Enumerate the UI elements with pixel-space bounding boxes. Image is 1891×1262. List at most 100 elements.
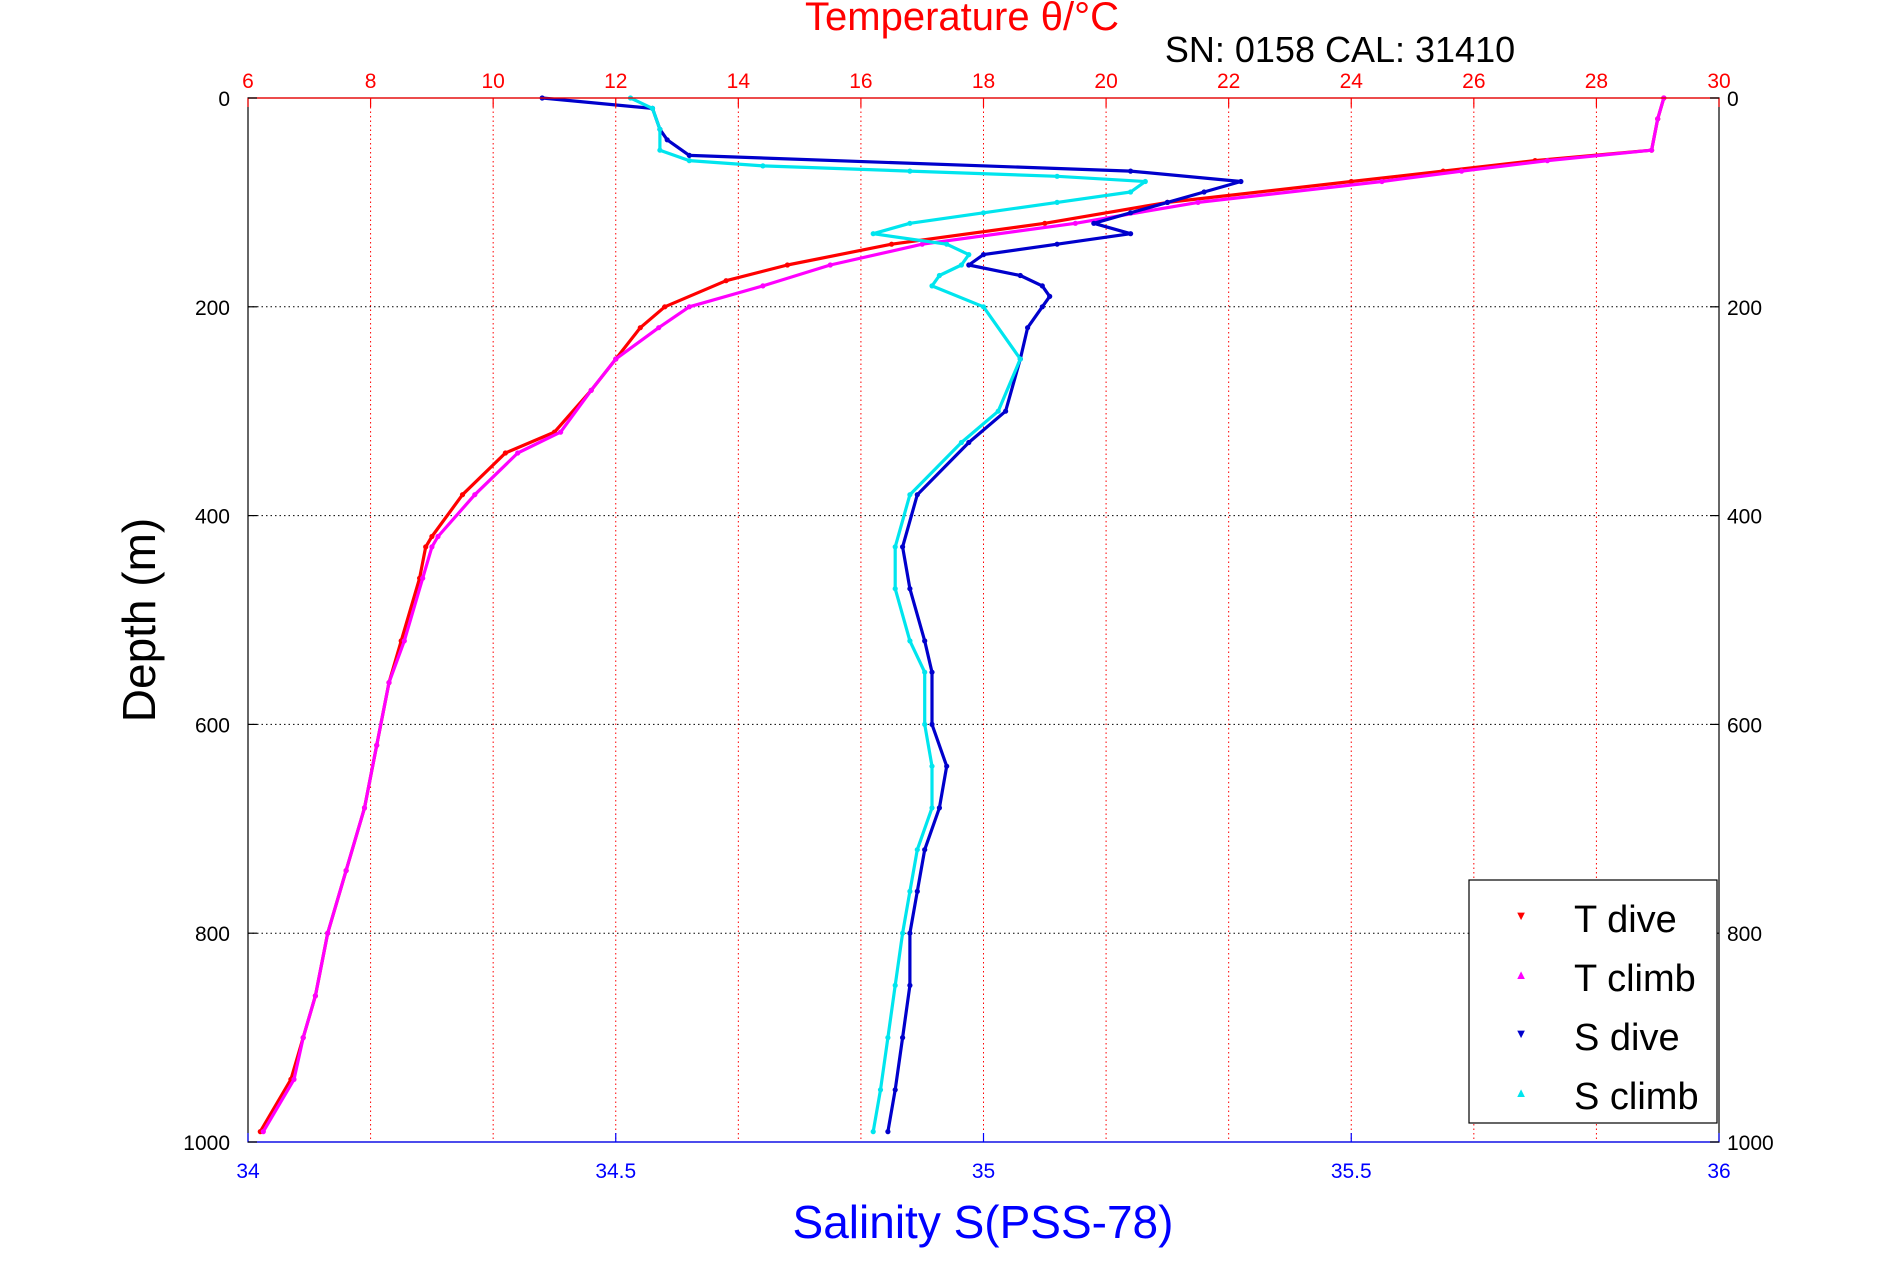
data-point-t-dive [1348, 178, 1354, 185]
data-point-s-climb [929, 763, 935, 769]
data-point-s-dive [892, 1087, 898, 1093]
legend-marker-s-dive: ▼ [1515, 1026, 1528, 1041]
data-point-s-climb [1054, 199, 1060, 205]
data-point-t-climb [1544, 158, 1550, 164]
data-point-s-dive [1128, 210, 1134, 216]
depth-tick-label-right: 1000 [1727, 1132, 1774, 1155]
data-point-s-climb [966, 252, 972, 258]
data-point-s-climb [958, 262, 965, 268]
data-point-t-dive [1042, 220, 1048, 226]
data-point-s-climb [944, 241, 950, 247]
data-point-t-dive [723, 278, 729, 284]
data-point-s-climb [885, 1035, 891, 1041]
temperature-tick-label: 22 [1217, 70, 1240, 93]
data-point-s-dive [966, 262, 972, 268]
data-point-s-climb [922, 721, 928, 728]
data-point-s-dive [907, 930, 913, 936]
temperature-tick-label: 20 [1094, 70, 1117, 93]
data-point-s-dive [686, 152, 692, 158]
data-point-s-dive [980, 252, 987, 258]
data-point-s-dive [1054, 241, 1060, 247]
data-point-s-dive [966, 439, 972, 446]
temperature-tick-label: 26 [1462, 70, 1485, 93]
data-point-t-dive [662, 304, 668, 310]
data-point-s-climb [907, 220, 913, 226]
data-point-s-dive [885, 1129, 891, 1135]
legend-label-t-climb: T climb [1574, 958, 1696, 1000]
data-point-t-dive [459, 492, 466, 498]
data-point-s-climb [1128, 189, 1134, 195]
data-point-t-climb [361, 805, 368, 811]
y-axis-title: Depth (m) [113, 518, 165, 722]
data-point-t-climb [435, 533, 441, 540]
data-point-t-climb [1655, 116, 1661, 122]
data-point-t-dive [423, 544, 429, 550]
legend-box [1468, 879, 1718, 1124]
legend-marker-t-climb: ▲ [1515, 967, 1528, 982]
data-point-s-climb [1142, 178, 1148, 185]
data-point-s-climb [870, 1129, 876, 1135]
data-point-s-dive [944, 763, 950, 769]
data-point-s-climb [657, 126, 663, 132]
data-point-s-climb [686, 158, 692, 164]
data-point-t-climb [1379, 178, 1385, 185]
data-point-s-climb [1017, 356, 1023, 362]
series-t-climb [260, 95, 1667, 1135]
data-point-t-climb [1649, 147, 1655, 153]
legend: ▼ T dive ▲ T climb ▼ S dive ▲ S climb [1468, 879, 1718, 1124]
series-s-climb [627, 95, 1148, 1135]
legend-marker-s-climb: ▲ [1515, 1085, 1528, 1100]
depth-tick-label-left: 400 [195, 506, 230, 529]
data-point-s-dive [922, 638, 928, 644]
salinity-tick-label: 35.5 [1331, 1160, 1372, 1183]
salinity-tick-label: 34.5 [595, 1160, 636, 1183]
data-point-t-climb [827, 262, 833, 268]
legend-label-t-dive: T dive [1574, 899, 1677, 941]
chart-subtitle: SN: 0158 CAL: 31410 [1165, 29, 1515, 70]
data-point-s-dive [922, 847, 928, 853]
data-point-s-climb [892, 586, 898, 592]
temperature-tick-label: 12 [604, 70, 627, 93]
salinity-tick-label: 34 [236, 1160, 260, 1183]
series-layer [257, 95, 1667, 1135]
data-point-s-dive [900, 544, 906, 550]
depth-tick-label-right: 200 [1727, 297, 1762, 320]
data-point-s-climb [907, 888, 913, 895]
data-point-s-climb [914, 847, 920, 853]
data-point-s-dive [1238, 178, 1244, 185]
temperature-tick-label: 14 [727, 70, 751, 93]
temperature-tick-label: 16 [849, 70, 872, 93]
series-line-s-dive [540, 96, 1243, 1134]
data-point-s-dive [1128, 231, 1134, 237]
data-point-s-climb [929, 805, 935, 811]
data-point-t-climb [1195, 199, 1201, 205]
data-point-t-climb [919, 241, 925, 247]
series-line-s-climb [628, 96, 1147, 1134]
data-point-t-dive [429, 533, 435, 540]
data-point-t-climb [343, 868, 349, 874]
data-point-s-dive [1025, 325, 1031, 331]
data-point-t-climb [613, 356, 619, 362]
data-point-t-climb [472, 492, 478, 498]
temperature-tick-label: 18 [972, 70, 995, 93]
temperature-tick-label: 30 [1707, 70, 1730, 93]
data-point-t-climb [1459, 168, 1465, 174]
data-point-s-climb [870, 231, 876, 237]
data-point-t-climb [260, 1129, 266, 1135]
depth-tick-label-right: 600 [1727, 714, 1762, 737]
data-point-t-climb [588, 387, 594, 393]
data-point-t-dive [889, 241, 895, 247]
data-point-s-dive [929, 721, 935, 728]
data-point-s-climb [929, 283, 935, 289]
temperature-tick-label: 28 [1585, 70, 1608, 93]
depth-tick-label-left: 800 [195, 923, 230, 946]
data-point-s-dive [914, 888, 920, 895]
data-point-s-climb [980, 210, 987, 216]
data-point-t-climb [656, 325, 662, 331]
data-point-s-climb [936, 272, 943, 279]
legend-label-s-climb: S climb [1574, 1076, 1699, 1118]
data-point-t-climb [686, 304, 692, 310]
depth-tick-label-right: 0 [1727, 88, 1739, 111]
data-point-t-climb [760, 283, 766, 289]
temperature-tick-label: 6 [242, 70, 254, 93]
